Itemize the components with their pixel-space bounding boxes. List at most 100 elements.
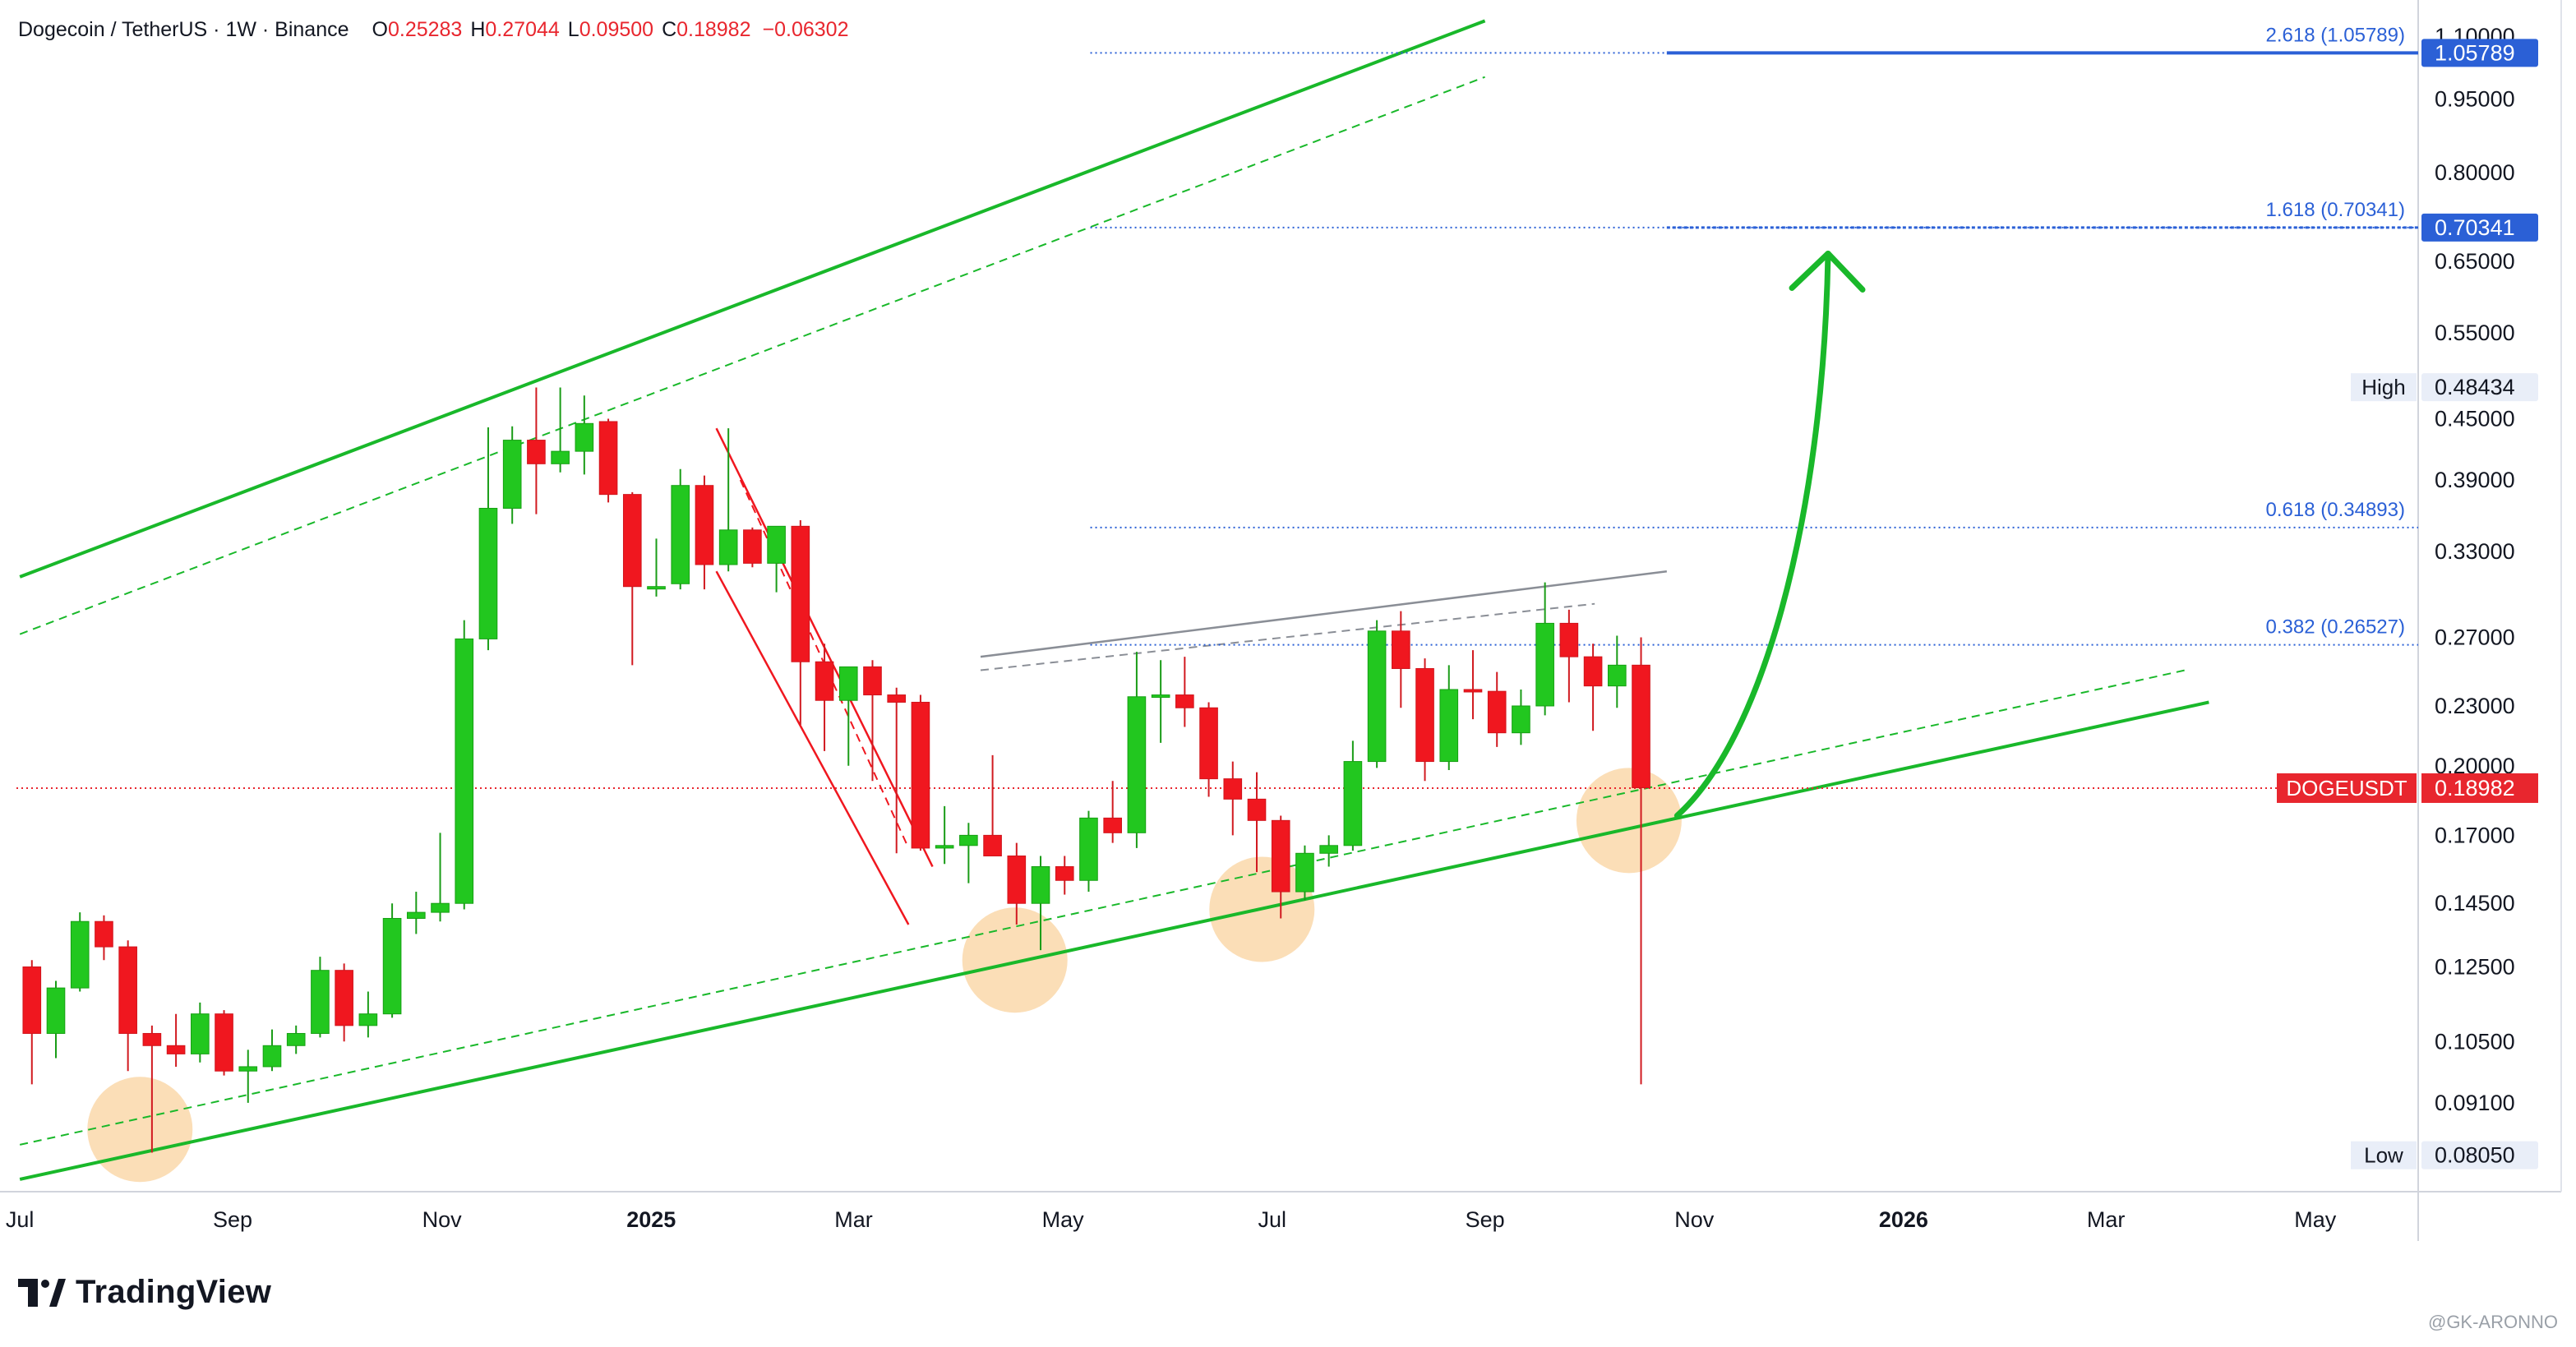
y-tick-label: 0.17000 <box>2435 823 2515 847</box>
author-watermark: @GK-ARONNO <box>2427 1312 2558 1332</box>
candle-body <box>743 529 762 564</box>
candle-body <box>598 421 618 496</box>
projection-arrow-head <box>1789 250 1866 293</box>
low-value: 0.09500 <box>579 17 654 41</box>
close-label: C <box>662 17 677 41</box>
candle-body <box>215 1013 233 1072</box>
candle-body <box>142 1032 162 1046</box>
x-tick-label: Nov <box>422 1207 463 1232</box>
current-price-label-bg <box>2277 773 2417 803</box>
candle-body <box>22 966 42 1034</box>
candle-body <box>1127 696 1147 833</box>
candle-body <box>311 970 330 1034</box>
symbol-header: Dogecoin / TetherUS · 1W · Binance O 0.25… <box>18 13 848 46</box>
y-tick-label: 0.80000 <box>2435 160 2515 185</box>
candle-body <box>1295 852 1314 893</box>
y-tick-label: 0.27000 <box>2435 625 2515 649</box>
symbol-title[interactable]: Dogecoin / TetherUS · 1W · Binance <box>18 17 349 41</box>
fib-tag-value: 1.05789 <box>2435 40 2515 65</box>
price-tags: 1.05789 0.70341 High 0.48434 Low 0.08050 DOGEU… <box>2277 39 2538 1169</box>
y-tick-label: 0.23000 <box>2435 694 2515 718</box>
y-tick-label: 0.55000 <box>2435 321 2515 345</box>
x-tick-label: Sep <box>1466 1207 1505 1232</box>
fib-level-label: 0.382 (0.26527) <box>2266 616 2405 639</box>
candle-body <box>406 911 426 919</box>
candle-body <box>1583 656 1603 687</box>
y-tick-label: 0.12500 <box>2435 955 2515 980</box>
y-tick-label: 0.39000 <box>2435 468 2515 492</box>
bounce-highlight-circle <box>87 1077 193 1183</box>
y-tick-label: 0.33000 <box>2435 539 2515 564</box>
tradingview-logo-icon <box>18 1278 66 1307</box>
trend-line-support <box>19 700 2209 1181</box>
x-tick-label: May <box>2294 1207 2337 1232</box>
candles <box>22 387 1650 1153</box>
candle-body <box>1199 707 1218 780</box>
low-label: L <box>567 17 579 41</box>
bounce-highlight-circle <box>962 907 1068 1013</box>
y-tick-label: 0.45000 <box>2435 406 2515 431</box>
candle-body <box>838 666 858 701</box>
x-tick-label: Jul <box>6 1207 35 1232</box>
candle-body <box>335 970 353 1026</box>
x-tick-label: May <box>1042 1207 1085 1232</box>
candle-body <box>1031 866 1050 904</box>
candle-body <box>911 701 930 849</box>
candle-body <box>718 529 738 565</box>
candle-body <box>455 638 474 904</box>
candle-body <box>358 1013 378 1026</box>
fibonacci-levels: 2.618 (1.05789) 1.618 (0.70341) 0.618 (0.3… <box>16 24 2418 789</box>
candle-body <box>767 525 786 564</box>
candle-body <box>502 440 522 509</box>
candle-body <box>1439 689 1459 763</box>
trend-line-channel-upper <box>19 19 1486 579</box>
trend-line-channel-upper-inner <box>19 76 1485 635</box>
current-price-value-bg <box>2421 773 2538 803</box>
candle-body <box>191 1013 210 1054</box>
brand-name: TradingView <box>76 1274 272 1310</box>
fib-tag-value: 0.70341 <box>2435 215 2515 240</box>
candle-body <box>1415 667 1434 763</box>
candle-body <box>671 485 690 584</box>
candle-body <box>1079 817 1098 881</box>
fib-level-label: 0.618 (0.34893) <box>2266 499 2405 521</box>
candle-body <box>118 946 137 1034</box>
close-value: 0.18982 <box>676 17 751 41</box>
high-marker-value-bg <box>2421 373 2538 402</box>
tradingview-brand[interactable]: TradingView <box>18 1274 271 1311</box>
candle-body <box>95 920 113 948</box>
x-tick-label: 2025 <box>626 1207 676 1232</box>
high-label: H <box>470 17 486 41</box>
candle-body <box>238 1066 258 1072</box>
y-tick-label: 0.95000 <box>2435 86 2515 111</box>
candle-body <box>815 661 834 701</box>
projection-arrow <box>1673 250 1866 819</box>
x-tick-label: Mar <box>834 1207 873 1232</box>
candle-body <box>1559 622 1579 657</box>
candle-body <box>551 450 570 464</box>
change-value: −0.06302 <box>762 17 849 41</box>
x-tick-label: Mar <box>2087 1207 2126 1232</box>
candle-body <box>647 586 666 590</box>
candle-body <box>431 902 450 913</box>
candle-body <box>983 834 1002 856</box>
y-tick-label: 0.10500 <box>2435 1029 2515 1054</box>
candle-body <box>1223 778 1243 800</box>
candle-body <box>527 440 546 464</box>
x-tick-label: 2026 <box>1879 1207 1928 1232</box>
candle-body <box>863 666 882 696</box>
candle-body <box>46 987 66 1034</box>
candle-body <box>887 694 907 703</box>
high-marker-label: High <box>2361 375 2405 399</box>
low-marker-value-bg <box>2421 1141 2538 1169</box>
trend-line-support-inner <box>19 669 2186 1146</box>
candle-body <box>1367 630 1387 763</box>
candle-body <box>959 834 978 846</box>
x-tick-label: Sep <box>213 1207 252 1232</box>
current-price-value: 0.18982 <box>2435 776 2515 800</box>
fib-level-label: 2.618 (1.05789) <box>2266 24 2405 46</box>
